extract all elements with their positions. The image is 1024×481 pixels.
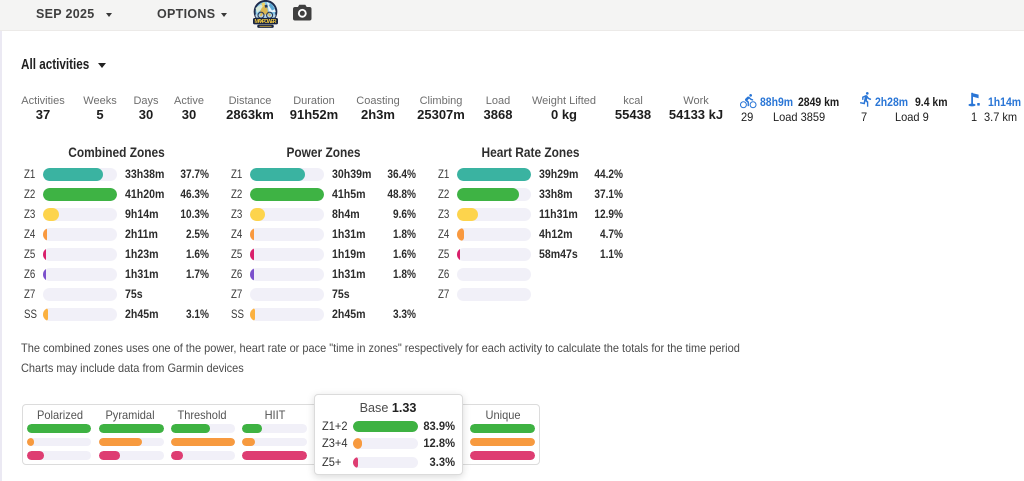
svg-text:MAX POWER: MAX POWER — [255, 19, 277, 25]
